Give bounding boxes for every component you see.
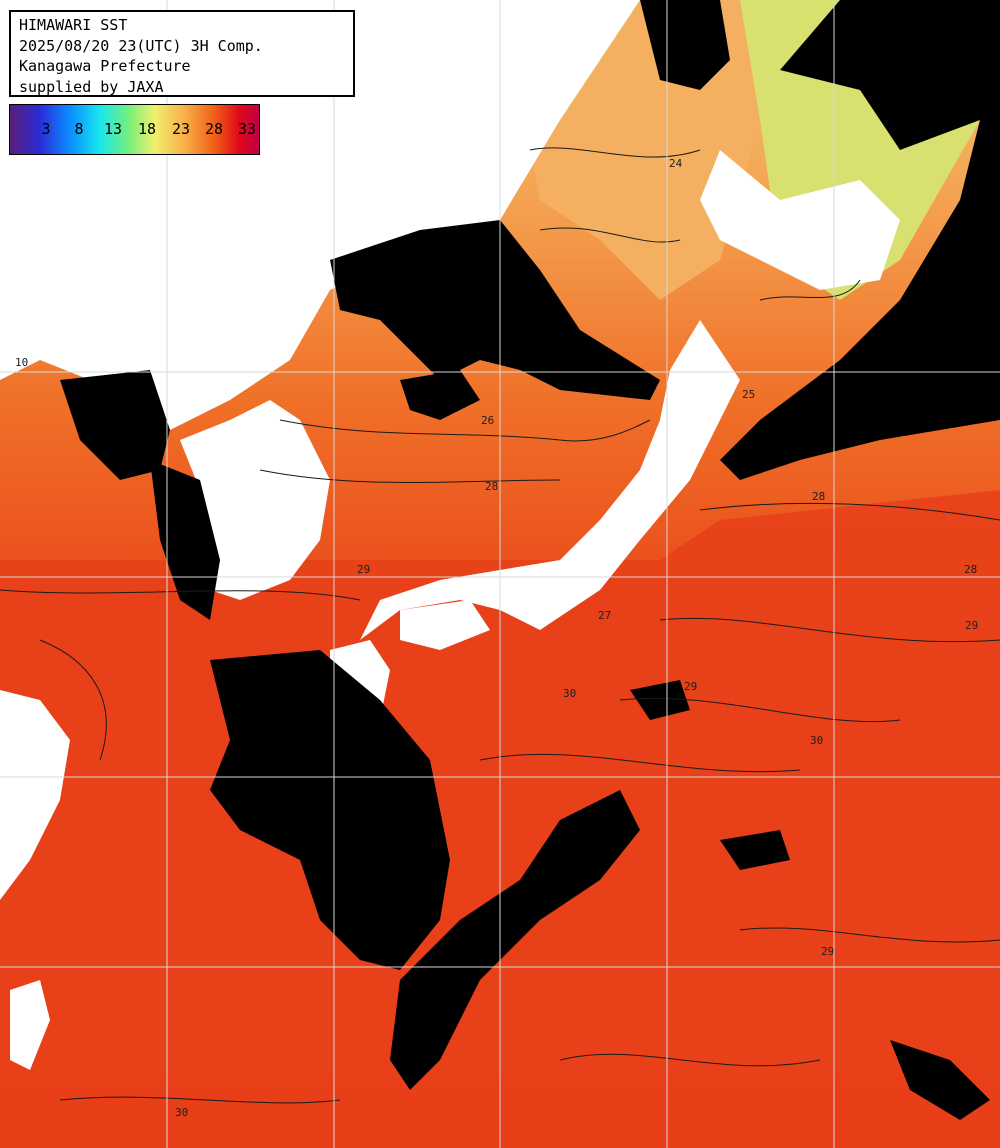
contour-label: 29 bbox=[821, 945, 834, 958]
land-shikoku bbox=[400, 600, 490, 650]
contour-label: 26 bbox=[481, 414, 494, 427]
contour-lines bbox=[0, 147, 1000, 1104]
cloud-mask-sea-of-japan bbox=[330, 220, 660, 400]
contour-label: 24 bbox=[669, 157, 683, 170]
cloud-mask-pacific-1 bbox=[630, 680, 690, 720]
title-line-product: HIMAWARI SST bbox=[19, 16, 128, 34]
title-line-source: supplied by JAXA bbox=[19, 77, 164, 96]
contour-label: 29 bbox=[965, 619, 978, 632]
contour-label: 28 bbox=[485, 480, 498, 493]
contour-label: 30 bbox=[175, 1106, 188, 1119]
colorbar-tick: 8 bbox=[74, 120, 84, 138]
contour-label: 30 bbox=[563, 687, 576, 700]
contour-label: 29 bbox=[684, 680, 697, 693]
edge-label: 10 bbox=[15, 356, 28, 369]
land-china-coast bbox=[0, 690, 70, 900]
land-taiwan bbox=[10, 980, 50, 1070]
colorbar-tick: 3 bbox=[41, 120, 51, 138]
cloud-mask-sea-of-japan-2 bbox=[400, 370, 480, 420]
contour-label: 28 bbox=[964, 563, 977, 576]
cloud-mask-china-sea bbox=[60, 370, 170, 480]
temperature-colorbar: 3 8 13 18 23 28 33 bbox=[9, 104, 260, 155]
contour-label: 29 bbox=[357, 563, 370, 576]
cloud-mask-pacific-3 bbox=[890, 1040, 990, 1120]
title-line-region: Kanagawa Prefecture bbox=[19, 57, 191, 75]
contour-label: 27 bbox=[598, 609, 611, 622]
title-line-date: 2025/08/20 23(UTC) 3H Comp. bbox=[19, 36, 263, 55]
colorbar-tick: 33 bbox=[237, 120, 257, 138]
cloud-mask-east-china-sea bbox=[210, 650, 450, 970]
cloud-mask-hokkaido-west bbox=[640, 0, 730, 90]
contour-value-labels: 24 25 26 27 28 28 28 29 29 29 29 30 30 3… bbox=[15, 157, 978, 1119]
contour-label: 30 bbox=[810, 734, 823, 747]
cloud-mask-okinawa bbox=[390, 790, 640, 1090]
land-honshu bbox=[360, 320, 740, 640]
colorbar-tick: 28 bbox=[204, 120, 224, 138]
cloud-mask-northeast bbox=[720, 0, 1000, 480]
contour-label: 25 bbox=[742, 388, 755, 401]
land-hokkaido bbox=[700, 150, 900, 290]
contour-label: 28 bbox=[812, 490, 825, 503]
colorbar-tick: 18 bbox=[137, 120, 157, 138]
colorbar-tick: 23 bbox=[171, 120, 191, 138]
map-title-box: HIMAWARI SST 2025/08/20 23(UTC) 3H Comp.… bbox=[9, 10, 355, 97]
cloud-mask-pacific-2 bbox=[720, 830, 790, 870]
colorbar-tick: 13 bbox=[103, 120, 123, 138]
